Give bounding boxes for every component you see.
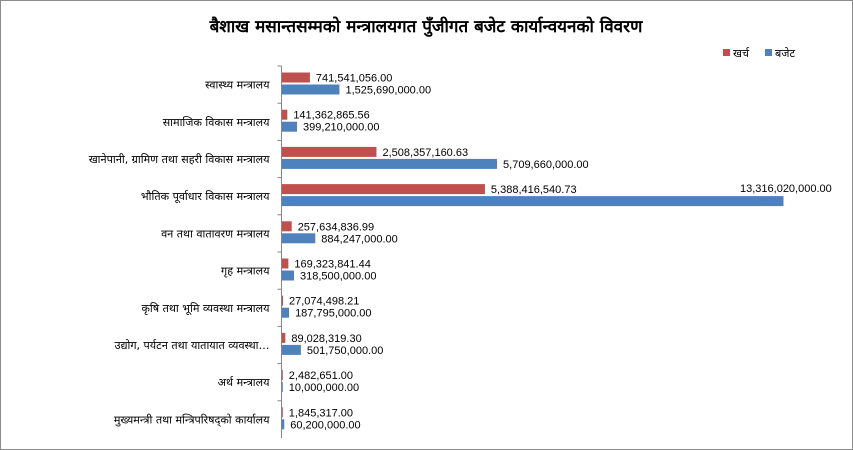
expense-value-label: 257,634,836.99 — [298, 221, 374, 233]
budget-bar-category-7 — [282, 307, 290, 318]
expense-bar-category-5 — [282, 221, 292, 232]
budget-bar-category-6 — [282, 270, 294, 281]
budget-value-label: 5,709,660,000.00 — [503, 159, 589, 171]
expense-bar-category-3 — [282, 146, 377, 157]
category-label: मुख्यमन्त्री तथा मन्त्रिपरिषद्को कार्याल… — [114, 413, 270, 426]
expense-value-label: 27,074,498.21 — [289, 296, 359, 308]
category-label: कृषि तथा भूमि व्यवस्था मन्त्रालय — [141, 302, 270, 316]
category-label: वन तथा वातावरण मन्त्रालय — [161, 227, 270, 240]
budget-value-label: 10,000,000.00 — [289, 382, 359, 394]
expense-value-label: 2,508,357,160.63 — [382, 147, 468, 159]
budget-value-label: 318,500,000.00 — [300, 271, 376, 283]
expense-bar-category-6 — [282, 258, 289, 269]
expense-value-label: 169,323,841.44 — [294, 259, 370, 271]
category-label: सामाजिक विकास मन्त्रालय — [163, 116, 270, 129]
chart-title: बैशाख मसान्तसम्मको मन्त्रालयगत पुँजीगत ब… — [209, 16, 643, 37]
plot-area: स्वास्थ्य मन्त्रालय 741,541,056.001,525,6… — [89, 65, 832, 438]
budget-value-label: 60,200,000.00 — [290, 419, 360, 431]
expense-bar-category-2 — [282, 109, 288, 120]
expense-value-label: 741,541,056.00 — [316, 73, 392, 85]
category-label: गृह मन्त्रालय — [221, 265, 270, 278]
budget-value-label: 187,795,000.00 — [295, 308, 371, 320]
budget-value-label: 884,247,000.00 — [321, 233, 397, 245]
budget-bar-category-4 — [282, 196, 784, 207]
budget-value-label: 501,750,000.00 — [307, 345, 383, 357]
legend-swatch-expense — [723, 49, 730, 56]
category-label: अर्थ मन्त्रालय — [218, 376, 270, 389]
expense-value-label: 2,482,651.00 — [289, 370, 353, 382]
expense-value-label: 5,388,416,540.73 — [491, 184, 577, 196]
legend: खर्च बजेट — [723, 47, 795, 60]
category-label: उद्योग, पर्यटन तथा यातायात व्यवस्था… — [115, 339, 270, 352]
category-label: खानेपानी, ग्रामिण तथा सहरी विकास मन्त्रा… — [89, 153, 270, 166]
budget-value-label: 1,525,690,000.00 — [345, 85, 431, 97]
expense-value-label: 141,362,865.56 — [293, 110, 369, 122]
budget-bar-category-3 — [282, 158, 498, 169]
expense-bar-category-7 — [282, 295, 284, 306]
expense-bar-category-1 — [282, 72, 310, 83]
category-label: स्वास्थ्य मन्त्रालय — [205, 79, 270, 92]
budget-bar-category-2 — [282, 121, 298, 132]
budget-bar-category-5 — [282, 233, 316, 244]
expense-bar-category-8 — [282, 332, 286, 343]
expense-bar-category-4 — [282, 184, 485, 195]
budget-value-label: 13,316,020,000.00 — [740, 183, 832, 195]
budget-bar-category-9 — [282, 382, 283, 393]
legend-label-budget: बजेट — [775, 47, 795, 60]
expense-bar-category-9 — [282, 370, 283, 381]
legend-label-expense: खर्च — [733, 47, 750, 60]
legend-swatch-budget — [765, 49, 772, 56]
expense-value-label: 89,028,319.30 — [291, 333, 361, 345]
budget-value-label: 399,210,000.00 — [303, 122, 379, 134]
budget-bar-category-1 — [282, 84, 340, 95]
budget-bar-category-10 — [282, 419, 285, 430]
budget-bar-category-8 — [282, 344, 301, 355]
expense-bar-category-10 — [282, 407, 283, 418]
category-label: भौतिक पूर्वाधार विकास मन्त्रालय — [141, 190, 270, 204]
expense-value-label: 1,845,317.00 — [289, 407, 353, 419]
